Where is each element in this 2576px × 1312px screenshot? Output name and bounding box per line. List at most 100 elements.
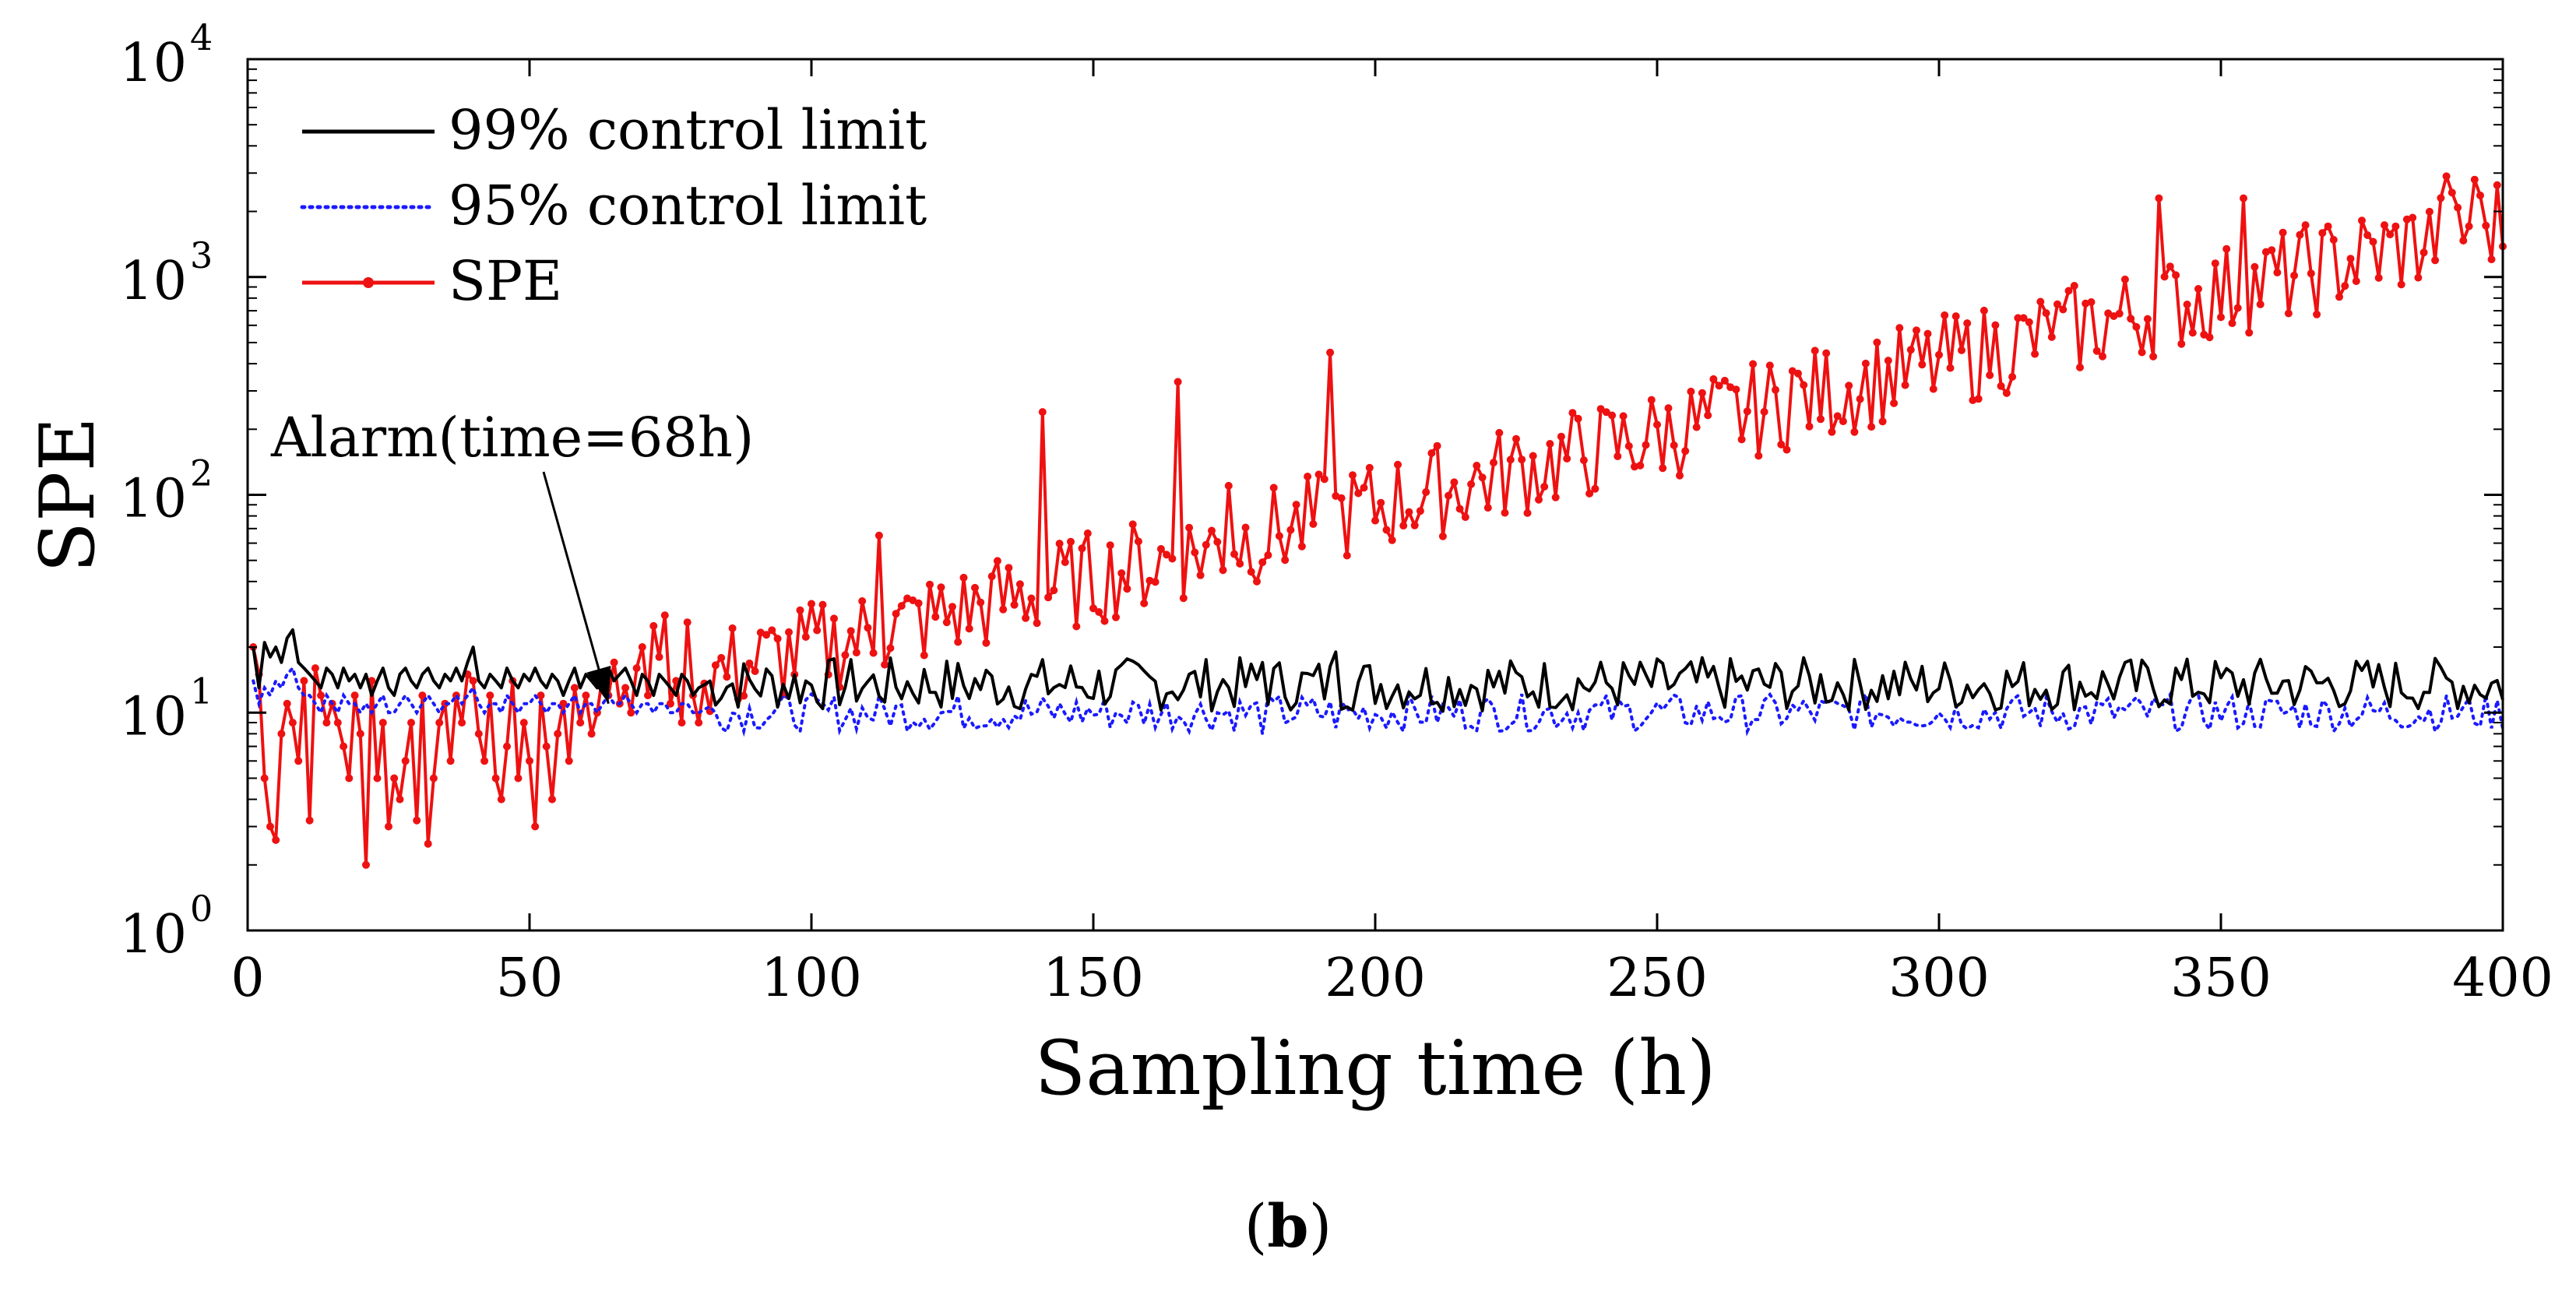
x-tick-label: 400 [2452,948,2553,1009]
spe-point [2211,259,2219,268]
spe-point [1067,537,1075,546]
spe-point [1015,580,1024,589]
spe-point [1208,526,1216,535]
spe-point [1557,432,1565,441]
spe-point [1044,593,1053,602]
x-tick-label: 300 [1888,948,1990,1009]
spe-point [667,699,674,708]
spe-point [1884,357,1892,365]
spe-point [875,531,883,540]
spe-point [864,624,872,632]
spe-point [1602,408,1610,417]
spe-point [1241,523,1250,532]
y-axis-label: SPE [24,417,111,572]
spe-point [2431,256,2440,265]
spe-point [396,795,404,804]
spe-point [914,599,923,607]
spe-point [2149,352,2158,361]
spe-point [503,742,511,751]
spe-point [1326,348,1335,357]
spe-point [1061,558,1069,566]
x-tick-label: 0 [231,948,264,1009]
alarm-annotation-text: Alarm(time=68h) [270,406,754,470]
spe-point [2358,216,2366,225]
spe-point [1535,495,1543,504]
y-tick-label: 10 [119,251,187,312]
spe-point [740,691,748,700]
spe-point [1010,600,1019,609]
spe-point [1461,513,1469,522]
spe-point [1749,360,1758,368]
spe-point [2177,339,2186,348]
spe-point [1128,520,1137,529]
spe-point [1647,396,1656,404]
spe-point [2318,229,2327,237]
spe-point [413,816,421,825]
spe-point [1202,540,1210,549]
spe-point [1585,489,1594,498]
spe-point [1478,473,1487,482]
spe-point [2386,230,2395,239]
spe-point [1963,319,1972,328]
spe-point [1794,369,1802,378]
spe-point [1551,493,1560,501]
spe-point [1929,385,1937,393]
spe-point [977,598,985,607]
spe-point [1833,412,1842,420]
spe-point [762,631,771,639]
spe-point [537,691,545,700]
spe-point [1253,577,1261,586]
spe-point [1151,578,1160,586]
spe-point [2070,282,2078,290]
spe-point [1828,427,1836,436]
spe-point [1467,480,1476,488]
spe-point [655,652,663,661]
spe-point [2459,237,2468,244]
spe-point [1659,464,1667,473]
spe-point [2268,246,2276,255]
spe-point [621,684,630,692]
x-tick-label: 100 [761,948,862,1009]
spe-point [1895,324,1904,332]
legend-label-95: 95% control limit [449,174,927,237]
spe-point [2313,310,2321,318]
spe-point [644,691,652,700]
series-line-95 [252,665,2504,737]
spe-point [1737,435,1746,444]
spe-point [407,719,415,727]
spe-point [1822,349,1831,357]
spe-point [1304,473,1312,480]
spe-point [1800,381,1808,389]
spe-point [1483,504,1492,512]
spe-point [1495,428,1504,437]
spe-point [1050,586,1058,595]
spe-point [277,730,286,738]
spe-point [1309,520,1318,528]
spe-point [401,757,410,765]
y-tick-exponent: 0 [190,888,213,930]
spe-point [813,626,822,635]
spe-point [1867,423,1876,431]
spe-point [1935,350,1943,359]
spe-point [1698,389,1706,397]
spe-point [2381,221,2388,230]
spe-point [926,580,934,589]
y-tick-label: 10 [119,33,187,94]
spe-point [954,638,962,646]
spe-point [1292,501,1300,509]
spe-point [886,644,895,652]
spe-point [1213,538,1222,546]
spe-point [1715,382,1723,390]
spe-point [1275,532,1283,540]
spe-point [1022,614,1030,622]
spe-point [1038,408,1047,417]
spe-point [2335,293,2343,301]
spe-point [317,691,326,700]
x-tick-label: 200 [1325,948,1426,1009]
spe-point [2341,282,2349,290]
spe-point [1692,423,1701,431]
spe-point [1123,585,1131,593]
spe-point [1687,387,1695,396]
spe-point [1501,508,1509,517]
spe-point [1765,361,1774,370]
